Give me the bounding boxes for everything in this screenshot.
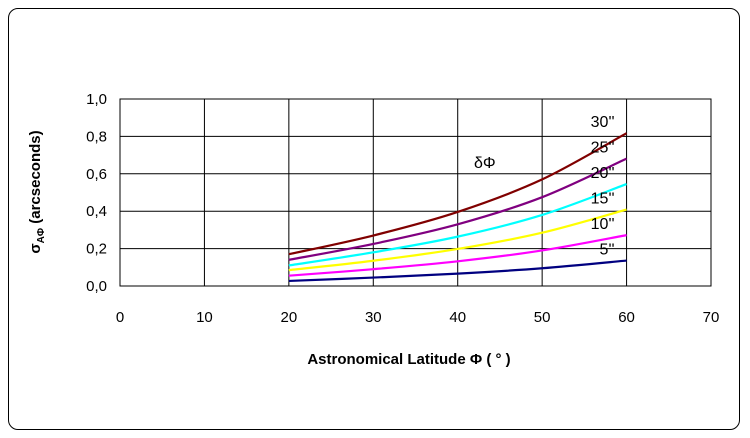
x-tick-label: 40	[449, 309, 466, 326]
y-axis-title-rest: (arcseconds)	[27, 130, 44, 228]
series-lines	[288, 132, 628, 283]
x-axis-title: Astronomical Latitude Φ ( ° )	[307, 351, 510, 368]
grid-lines	[119, 98, 712, 287]
series-labels: 5'' 10'' 15'' 20'' 25'' 30''	[591, 114, 615, 258]
x-tick-label: 0	[116, 309, 124, 326]
y-tick-label: 0,6	[86, 166, 107, 183]
y-axis-title-subscript: AΦ	[36, 228, 47, 243]
x-tick-label: 60	[618, 309, 635, 326]
chart-frame	[8, 8, 740, 430]
x-tick-labels: 0 10 20 30 40 50 60 70	[116, 309, 720, 326]
x-tick-label: 70	[703, 309, 720, 326]
x-tick-label: 20	[281, 309, 298, 326]
series-line	[288, 157, 628, 261]
series-label: 20''	[591, 165, 615, 182]
series-line	[288, 132, 628, 256]
y-tick-label: 0,8	[86, 128, 107, 145]
y-tick-label: 0,2	[86, 241, 107, 258]
series-line	[288, 208, 627, 272]
x-tick-label: 10	[196, 309, 213, 326]
y-tick-label: 0,0	[86, 278, 107, 295]
y-axis-title-main: σ	[27, 243, 44, 253]
plot-area-border	[119, 98, 712, 287]
y-tick-labels: 0,0 0,2 0,4 0,6 0,8 1,0	[86, 91, 107, 295]
series-label: 25''	[591, 140, 615, 157]
series-label: 30''	[591, 114, 615, 131]
series-line	[288, 183, 627, 267]
y-tick-label: 0,4	[86, 203, 107, 220]
delta-phi-annotation: δΦ	[474, 155, 496, 172]
series-label: 15''	[591, 191, 615, 208]
series-label: 10''	[591, 216, 615, 233]
y-axis-title: σAΦ (arcseconds)	[27, 130, 47, 253]
series-line	[288, 259, 627, 283]
x-tick-label: 30	[365, 309, 382, 326]
series-line	[288, 234, 627, 277]
series-label: 5''	[600, 242, 615, 259]
x-tick-label: 50	[534, 309, 551, 326]
y-tick-label: 1,0	[86, 91, 107, 108]
